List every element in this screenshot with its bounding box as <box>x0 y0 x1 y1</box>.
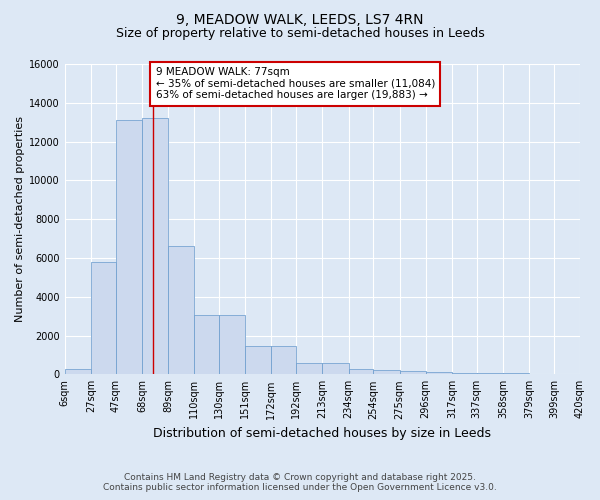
X-axis label: Distribution of semi-detached houses by size in Leeds: Distribution of semi-detached houses by … <box>154 427 491 440</box>
Y-axis label: Number of semi-detached properties: Number of semi-detached properties <box>15 116 25 322</box>
Bar <box>168 246 194 374</box>
Bar <box>322 362 349 374</box>
Bar <box>194 315 219 374</box>
Text: 9, MEADOW WALK, LEEDS, LS7 4RN: 9, MEADOW WALK, LEEDS, LS7 4RN <box>176 12 424 26</box>
Bar <box>296 362 322 374</box>
Bar <box>373 370 400 374</box>
Bar <box>349 370 373 374</box>
Bar <box>65 370 91 374</box>
Text: Contains HM Land Registry data © Crown copyright and database right 2025.
Contai: Contains HM Land Registry data © Crown c… <box>103 473 497 492</box>
Bar <box>142 118 168 374</box>
Bar <box>219 315 245 374</box>
Text: Size of property relative to semi-detached houses in Leeds: Size of property relative to semi-detach… <box>116 28 484 40</box>
Bar <box>400 371 425 374</box>
Bar <box>116 120 142 374</box>
Bar <box>91 262 116 374</box>
Bar <box>271 346 296 374</box>
Bar <box>425 372 452 374</box>
Bar <box>245 346 271 374</box>
Text: 9 MEADOW WALK: 77sqm
← 35% of semi-detached houses are smaller (11,084)
63% of s: 9 MEADOW WALK: 77sqm ← 35% of semi-detac… <box>155 67 435 100</box>
